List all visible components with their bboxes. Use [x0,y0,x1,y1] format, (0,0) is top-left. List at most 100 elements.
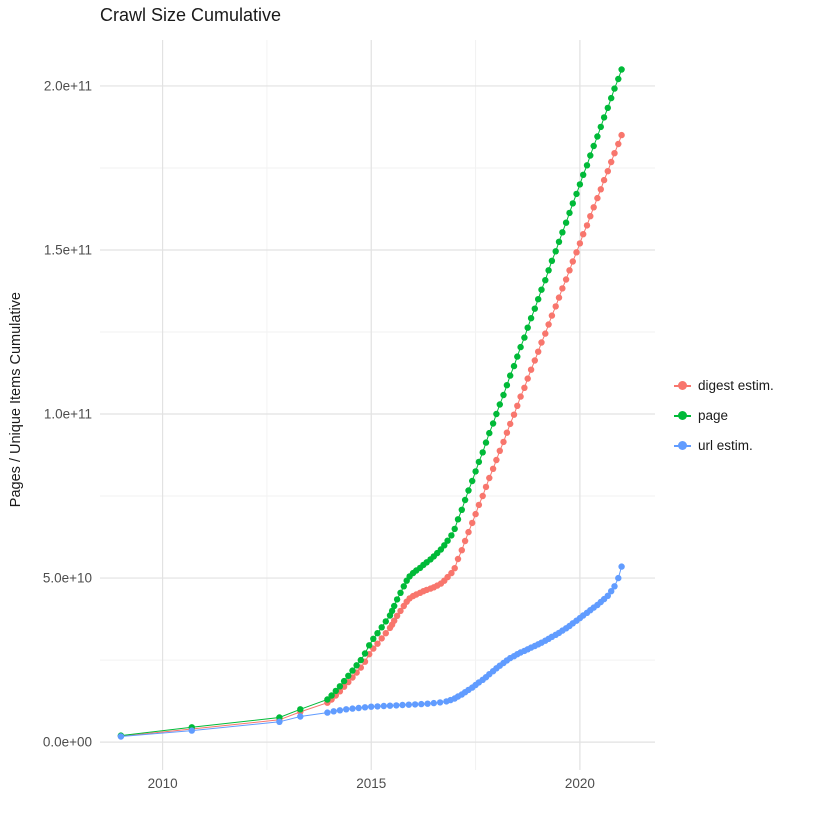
digest-estim-point [482,483,490,491]
page-point [340,677,348,685]
digest-estim-point [548,312,556,319]
digest-estim-point [465,528,472,536]
digest-estim-point [597,186,604,193]
url-estim-point [117,733,125,740]
digest-estim-point [393,612,401,619]
series-url-estim [117,563,625,740]
page-point [353,662,360,669]
page-point [552,248,559,255]
series-line-digest-estim [120,134,623,737]
digest-estim-point [458,547,465,554]
digest-estim-point [559,285,566,292]
y-tick-label: 1.5e+11 [44,242,92,257]
page-point [597,123,604,131]
page-point [469,477,476,485]
x-tick-label: 2015 [356,776,386,791]
page-point [583,162,591,169]
digest-estim-point [611,150,618,157]
page-point [357,656,364,664]
series-page [117,66,625,739]
page-point [461,496,469,504]
digest-estim-point [600,176,608,184]
digest-estim-point [583,222,591,229]
digest-estim-point [479,492,486,500]
page-point [562,219,570,226]
page-point [472,468,479,475]
page-point [500,391,507,399]
page-point [489,420,497,427]
page-point [493,410,500,418]
url-estim-point [611,583,618,590]
page-point [587,152,594,159]
digest-estim-point [374,640,381,647]
url-estim-point [399,701,406,709]
page-point [535,296,542,303]
page-point [451,525,458,533]
series-line-page [120,69,623,737]
page-point [590,142,597,150]
page-point [517,343,524,351]
digest-estim-point [555,294,563,301]
legend-item-url-estim: url estim. [674,437,774,454]
digest-estim-point [454,555,462,563]
page-point [486,429,493,437]
url-estim-point [430,699,437,707]
legend: digest estim. page url estim. [674,377,774,454]
page-point [618,66,625,73]
page-point [382,618,389,625]
digest-estim-point [552,303,559,310]
page-point [548,257,556,264]
digest-estim-point [444,573,451,581]
page-point [332,687,339,695]
page-point [555,238,563,245]
digest-estim-point [514,402,521,409]
page-point [397,589,404,596]
url-estim-point [615,574,622,582]
digest-estim-point [542,330,549,337]
page-point [388,607,396,615]
page-point [573,190,580,198]
page-point [569,200,576,207]
digest-estim-point [531,357,538,364]
page-point [580,171,587,178]
url-estim-point [324,709,331,716]
page-point [576,181,584,188]
url-estim-point [336,707,344,714]
legend-label-page: page [698,408,729,423]
page-point [559,229,566,236]
y-tick-label: 5.0e+10 [43,571,92,586]
digest-estim-point [590,204,597,211]
digest-estim-point [507,420,514,428]
page-point [510,362,518,370]
digest-estim-point [517,393,524,400]
digest-estim-point [486,474,493,482]
page-point [531,305,538,312]
page-point [458,506,465,513]
page-point [615,75,622,83]
page-point [611,85,618,92]
url-estim-point [355,704,362,712]
page-point [527,315,535,322]
page-point [441,542,448,549]
digest-estim-point [493,456,500,464]
digest-estim-point [604,168,611,175]
page-point [349,667,356,674]
digest-estim-point [469,519,476,527]
digest-estim-point [562,276,570,283]
page-point [465,487,472,494]
page-point [444,537,451,544]
digest-estim-point [573,249,580,256]
page-point [542,277,549,284]
digest-estim-point [448,569,455,577]
digest-estim-point [472,510,479,518]
legend-label-digest-estim: digest estim. [698,378,774,393]
page-point [378,624,385,631]
y-axis-title-wrap: Pages / Unique Items Cumulative [8,30,24,770]
page-point [366,642,373,649]
chart-title: Crawl Size Cumulative [100,5,282,25]
page-point [604,104,611,112]
digest-estim-point [475,501,483,509]
legend-label-url-estim: url estim. [698,438,753,453]
